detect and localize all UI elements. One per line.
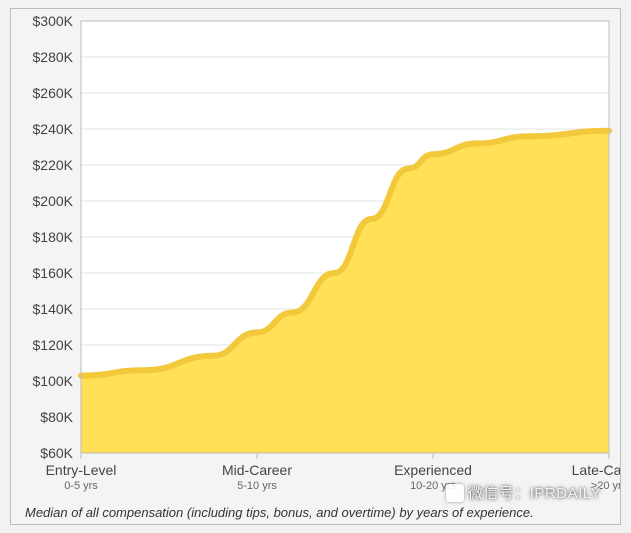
svg-text:Experienced: Experienced (394, 462, 472, 478)
chart-frame: $60K $80K $100K $120K $140K $160K $180K $200K $2… (10, 8, 621, 525)
svg-text:$160K: $160K (33, 265, 74, 281)
compensation-area-chart: $60K $80K $100K $120K $140K $160K $180K $200K $2… (11, 9, 620, 504)
chart-caption: Median of all compensation (including ti… (25, 505, 625, 520)
svg-text:$80K: $80K (40, 409, 73, 425)
svg-text:$140K: $140K (33, 301, 74, 317)
svg-text:$200K: $200K (33, 193, 74, 209)
svg-text:$120K: $120K (33, 337, 74, 353)
svg-text:>20 yrs: >20 yrs (591, 480, 620, 492)
svg-text:$260K: $260K (33, 85, 74, 101)
svg-text:$60K: $60K (40, 445, 73, 461)
svg-text:$280K: $280K (33, 49, 74, 65)
svg-text:Entry-Level: Entry-Level (46, 462, 117, 478)
svg-text:0-5 yrs: 0-5 yrs (64, 480, 98, 492)
svg-text:Late-Career: Late-Career (572, 462, 620, 478)
svg-text:5-10 yrs: 5-10 yrs (237, 480, 277, 492)
svg-text:$220K: $220K (33, 157, 74, 173)
svg-text:$240K: $240K (33, 121, 74, 137)
svg-text:Mid-Career: Mid-Career (222, 462, 292, 478)
svg-text:$180K: $180K (33, 229, 74, 245)
svg-text:$100K: $100K (33, 373, 74, 389)
svg-text:$300K: $300K (33, 13, 74, 29)
svg-text:10-20 yrs: 10-20 yrs (410, 480, 456, 492)
